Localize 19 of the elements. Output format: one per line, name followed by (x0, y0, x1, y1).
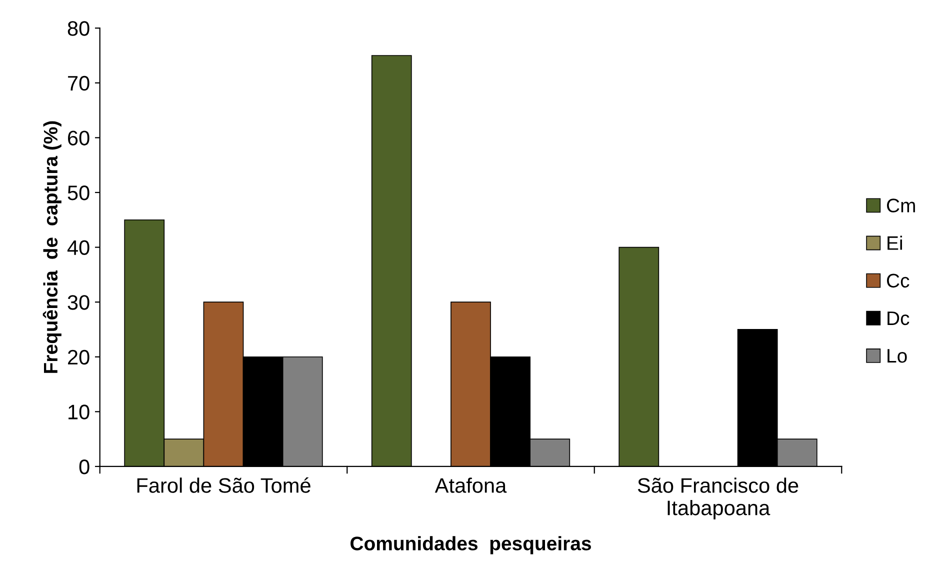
y-tick-label: 80 (68, 21, 90, 36)
y-tick-label: 20 (68, 350, 90, 365)
legend-label: Cc (886, 274, 910, 288)
y-tick-label: 40 (67, 240, 90, 256)
y-tick-label: 60 (68, 130, 90, 146)
y-tick-label: 70 (68, 76, 90, 91)
x-axis-title: Comunidades pesqueiras (350, 536, 591, 554)
x-tick-label: São Francisco de Itabapoana (638, 478, 798, 520)
y-tick-label: 10 (68, 404, 90, 420)
legend-label: Lo (888, 349, 907, 363)
y-tick-label: 0 (79, 459, 90, 474)
legend-label: Cm (886, 198, 915, 212)
x-tick-label: Atafona (434, 478, 507, 493)
legend-label: Ei (888, 236, 902, 250)
legend-label: Dc (888, 312, 910, 326)
y-tick-label: 50 (68, 185, 90, 200)
y-tick-label: 30 (68, 295, 90, 310)
x-tick-label: Farol de São Tomé (137, 477, 310, 493)
y-axis-title: Frequência de captura (%) (42, 121, 62, 373)
